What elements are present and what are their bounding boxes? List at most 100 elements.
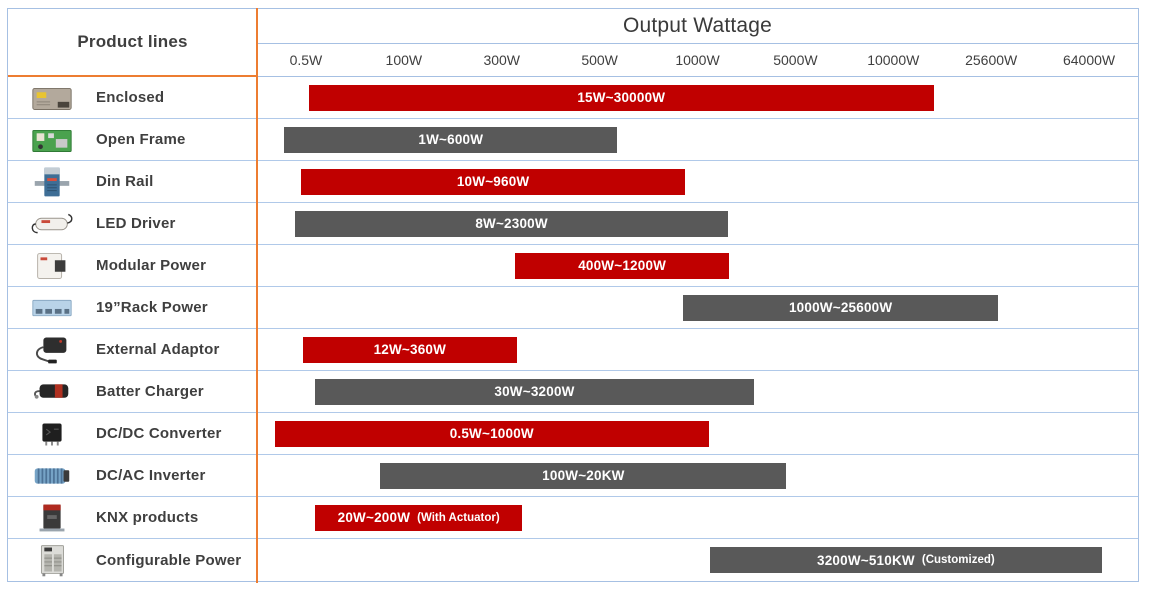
open-frame-psu-icon — [32, 129, 72, 152]
wattage-range-label: 20W~200W — [337, 510, 411, 525]
product-cell: Din Rail — [8, 161, 257, 202]
dcdc-converter-icon — [42, 422, 62, 445]
modular-power-icon — [37, 252, 66, 279]
dcac-inverter-icon — [34, 467, 70, 484]
product-icon-box — [8, 164, 96, 200]
product-cell: Open Frame — [8, 119, 257, 160]
table-row: Din Rail 10W~960W — [8, 161, 1138, 203]
axis-tick-label: 25600W — [965, 52, 1018, 68]
table-row: Configurable Power 3200W~510KW (Customiz… — [8, 539, 1138, 581]
rack-power-icon — [32, 299, 72, 316]
product-label: 19”Rack Power — [96, 299, 208, 316]
wattage-range-label: 100W~20KW — [542, 468, 625, 483]
axis-tick-label: 500W — [581, 52, 618, 68]
product-cell: Enclosed — [8, 77, 257, 118]
wattage-range-label: 3200W~510KW — [816, 552, 915, 568]
wattage-cell: 1000W~25600W — [257, 287, 1138, 328]
wattage-range-bar: 30W~3200W — [315, 378, 754, 405]
configurable-power-icon — [40, 545, 64, 577]
wattage-range-bar: 3200W~510KW (Customized) — [709, 547, 1102, 573]
wattage-range-note: (Customized) — [921, 554, 995, 566]
product-icon-box — [8, 248, 96, 284]
wattage-range-label: 10W~960W — [456, 174, 530, 189]
wattage-range-label: 1W~600W — [418, 132, 484, 147]
axis-tick-label: 0.5W — [289, 52, 323, 68]
wattage-range-bar: 1W~600W — [284, 126, 618, 153]
chart-title: Output Wattage — [622, 14, 773, 37]
din-rail-psu-icon — [34, 167, 70, 196]
column-divider-line — [256, 7, 258, 583]
table-row: Open Frame 1W~600W — [8, 119, 1138, 161]
wattage-range-bar: 0.5W~1000W — [274, 420, 709, 447]
product-lines-header-cell: Product lines — [8, 9, 257, 77]
enclosed-psu-icon — [32, 87, 72, 110]
table-row: LED Driver 8W~2300W — [8, 203, 1138, 245]
product-label: Enclosed — [96, 89, 165, 106]
wattage-range-label: 400W~1200W — [578, 258, 667, 273]
table-row: 19”Rack Power 1000W~25600W — [8, 287, 1138, 329]
product-lines-heading: Product lines — [77, 32, 188, 51]
x-axis-tick-row: 0.5W 100W 300W 500W 1000W 5000W 10000W 25600W 64… — [257, 44, 1138, 77]
product-icon-box — [8, 122, 96, 158]
product-label: LED Driver — [96, 215, 176, 232]
wattage-cell: 8W~2300W — [257, 203, 1138, 244]
wattage-range-bar: 10W~960W — [301, 168, 686, 195]
product-icon-box — [8, 206, 96, 242]
product-cell: Modular Power — [8, 245, 257, 286]
product-icon-box — [8, 374, 96, 410]
product-cell: Configurable Power — [8, 539, 257, 581]
wattage-cell: 0.5W~1000W — [257, 413, 1138, 454]
product-label: Modular Power — [96, 257, 207, 274]
wattage-cell: 10W~960W — [257, 161, 1138, 202]
product-cell: DC/DC Converter — [8, 413, 257, 454]
product-cell: LED Driver — [8, 203, 257, 244]
wattage-range-bar: 1000W~25600W — [683, 294, 998, 321]
axis-tick-label: 1000W — [675, 52, 720, 68]
product-icon-box — [8, 542, 96, 578]
product-label: KNX products — [96, 509, 199, 526]
chart-title-row: Output Wattage — [257, 9, 1138, 44]
table-row: Batter Charger 30W~3200W — [8, 371, 1138, 413]
wattage-cell: 1W~600W — [257, 119, 1138, 160]
wattage-cell: 400W~1200W — [257, 245, 1138, 286]
wattage-range-bar: 8W~2300W — [294, 210, 729, 237]
wattage-range-label: 15W~30000W — [577, 90, 666, 105]
wattage-range-bar: 20W~200W (With Actuator) — [315, 504, 523, 531]
product-label: Din Rail — [96, 173, 154, 190]
external-adaptor-icon — [35, 337, 67, 363]
product-cell: External Adaptor — [8, 329, 257, 370]
product-label: Configurable Power — [96, 551, 242, 569]
table-row: External Adaptor 12W~360W — [8, 329, 1138, 371]
wattage-cell: 30W~3200W — [257, 371, 1138, 412]
product-label: Batter Charger — [96, 383, 204, 400]
product-label: DC/AC Inverter — [96, 467, 206, 484]
table-body: Enclosed 15W~30000W Open Frame 1W~600W D… — [8, 77, 1138, 581]
wattage-cell: 20W~200W (With Actuator) — [257, 497, 1138, 538]
table-row: KNX products 20W~200W (With Actuator) — [8, 497, 1138, 539]
wattage-range-note: (With Actuator) — [417, 511, 500, 524]
wattage-range-label: 12W~360W — [373, 342, 447, 357]
product-label: External Adaptor — [96, 341, 220, 358]
axis-tick-label: 5000W — [773, 52, 818, 68]
wattage-range-bar: 12W~360W — [302, 336, 517, 363]
axis-tick-label: 300W — [483, 52, 521, 68]
table-row: DC/AC Inverter 100W~20KW — [8, 455, 1138, 497]
wattage-range-label: 8W~2300W — [475, 216, 548, 231]
wattage-cell: 3200W~510KW (Customized) — [257, 539, 1138, 581]
product-icon-box — [8, 500, 96, 536]
table-row: DC/DC Converter 0.5W~1000W — [8, 413, 1138, 455]
table-row: Enclosed 15W~30000W — [8, 77, 1138, 119]
wattage-cell: 100W~20KW — [257, 455, 1138, 496]
wattage-range-bar: 400W~1200W — [515, 252, 730, 279]
axis-tick-label: 64000W — [1062, 52, 1116, 68]
wattage-range-label: 30W~3200W — [494, 384, 575, 399]
battery-charger-icon — [34, 383, 69, 399]
product-cell: Batter Charger — [8, 371, 257, 412]
product-label: DC/DC Converter — [96, 425, 222, 442]
wattage-range-bar: 15W~30000W — [308, 84, 934, 111]
table-row: Modular Power 400W~1200W — [8, 245, 1138, 287]
axis-tick-label: 100W — [385, 52, 423, 68]
wattage-cell: 15W~30000W — [257, 77, 1138, 118]
product-cell: DC/AC Inverter — [8, 455, 257, 496]
wattage-cell: 12W~360W — [257, 329, 1138, 370]
